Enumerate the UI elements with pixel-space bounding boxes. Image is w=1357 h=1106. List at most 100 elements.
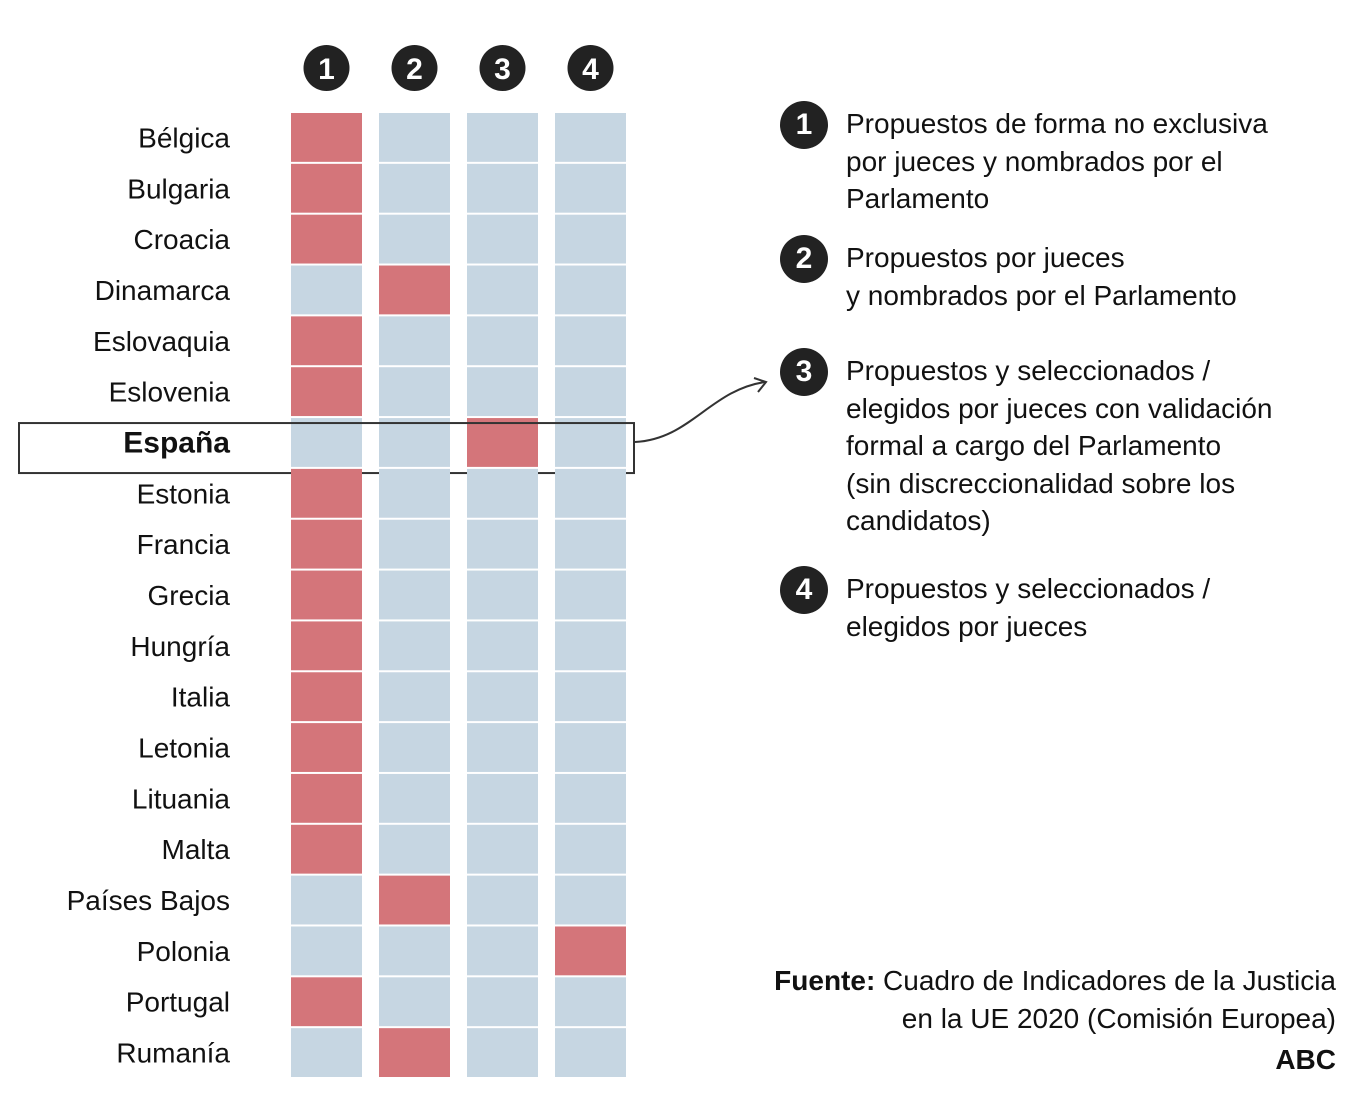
grid-cell	[291, 875, 362, 925]
column-number: 4	[582, 53, 599, 86]
legend-number-badge: 3	[780, 348, 828, 396]
brand-logo: ABC	[1275, 1044, 1336, 1075]
grid-cell	[379, 214, 450, 264]
grid-cell	[555, 773, 626, 823]
grid-cell	[291, 621, 362, 671]
country-label: Hungría	[130, 631, 230, 662]
grid-cell	[379, 926, 450, 976]
country-label: Rumanía	[116, 1038, 230, 1069]
grid-cell	[291, 773, 362, 823]
grid-cell	[555, 875, 626, 925]
grid-cell	[467, 418, 538, 467]
country-label: Letonia	[138, 733, 230, 764]
grid-cell	[555, 367, 626, 417]
grid-cell	[291, 214, 362, 264]
grid-cell	[379, 1028, 450, 1077]
grid-cell	[555, 519, 626, 569]
grid-cell	[291, 418, 362, 467]
grid-cell	[555, 316, 626, 366]
grid-cell	[379, 519, 450, 569]
grid-cell	[467, 468, 538, 518]
grid-cell	[467, 519, 538, 569]
country-label: Dinamarca	[95, 275, 231, 306]
grid-cell	[291, 113, 362, 162]
grid-cell	[379, 265, 450, 315]
column-number-badge	[567, 45, 614, 91]
grid-cell	[291, 570, 362, 620]
grid-cell	[467, 977, 538, 1027]
grid-cell	[467, 265, 538, 315]
grid-cell	[555, 1028, 626, 1077]
country-label: Bélgica	[138, 122, 230, 153]
country-label: Lituania	[132, 783, 231, 814]
legend-text: Propuestos de forma no exclusiva por jue…	[846, 108, 1268, 214]
grid-cell	[379, 773, 450, 823]
legend-number-badge: 2	[780, 235, 828, 283]
column-number-badge	[303, 45, 350, 91]
grid-cell	[291, 316, 362, 366]
country-label: Portugal	[126, 987, 230, 1018]
grid-cell	[291, 1028, 362, 1077]
grid-cell	[467, 367, 538, 417]
grid-cell	[555, 977, 626, 1027]
grid-cell	[467, 621, 538, 671]
grid-cell	[291, 723, 362, 772]
arrow-head-icon	[753, 377, 768, 393]
connector-arrow	[633, 381, 766, 443]
grid-cell	[555, 621, 626, 671]
country-label: Eslovenia	[109, 377, 231, 408]
grid-cell	[467, 723, 538, 772]
legend-text: Propuestos y seleccionados / elegidos po…	[846, 573, 1211, 642]
source-label: Fuente:	[774, 965, 876, 996]
country-label: Grecia	[148, 580, 231, 611]
grid-cell	[467, 316, 538, 366]
country-label: Estonia	[137, 478, 231, 509]
grid-cell	[379, 621, 450, 671]
grid-cell	[555, 926, 626, 976]
country-label: Italia	[171, 682, 231, 713]
grid-cell	[291, 519, 362, 569]
grid-cell	[291, 672, 362, 722]
grid-cell	[555, 418, 626, 467]
country-label: Polonia	[137, 936, 231, 967]
grid-cell	[291, 468, 362, 518]
source-text: Cuadro de Indicadores de la Justicia en …	[883, 965, 1336, 1034]
legend-number-badge: 4	[780, 566, 828, 614]
country-label: Bulgaria	[127, 173, 230, 204]
grid-cell	[555, 468, 626, 518]
column-number: 3	[494, 53, 511, 86]
grid-cell	[379, 163, 450, 213]
grid-cell	[555, 723, 626, 772]
grid-cell	[291, 926, 362, 976]
country-label: España	[123, 426, 230, 459]
grid-cell	[291, 824, 362, 874]
country-label: Malta	[162, 834, 231, 865]
grid-cell	[467, 163, 538, 213]
grid-cell	[379, 824, 450, 874]
grid-cell	[467, 214, 538, 264]
grid-cell	[379, 113, 450, 162]
grid-cell	[555, 570, 626, 620]
grid-cell	[467, 875, 538, 925]
legend-text: Propuestos por jueces y nombrados por el…	[846, 242, 1237, 311]
column-number: 2	[406, 53, 423, 86]
legend-text: Propuestos y seleccionados / elegidos po…	[846, 355, 1273, 536]
column-number-badge	[391, 45, 438, 91]
grid-cell	[467, 1028, 538, 1077]
grid-cell	[291, 265, 362, 315]
legend-number-badge: 1	[780, 101, 828, 149]
grid-cell	[467, 773, 538, 823]
country-label: Croacia	[134, 224, 231, 255]
grid-cell	[555, 113, 626, 162]
grid-cell	[467, 672, 538, 722]
grid-cell	[291, 977, 362, 1027]
source-note: Fuente: Cuadro de Indicadores de la Just…	[774, 962, 1336, 1037]
grid-cell	[555, 824, 626, 874]
grid-cell	[291, 367, 362, 417]
grid-cell	[379, 316, 450, 366]
grid-cell	[379, 875, 450, 925]
country-label: Países Bajos	[67, 885, 230, 916]
country-label: Eslovaquia	[93, 326, 230, 357]
grid-cell	[291, 163, 362, 213]
